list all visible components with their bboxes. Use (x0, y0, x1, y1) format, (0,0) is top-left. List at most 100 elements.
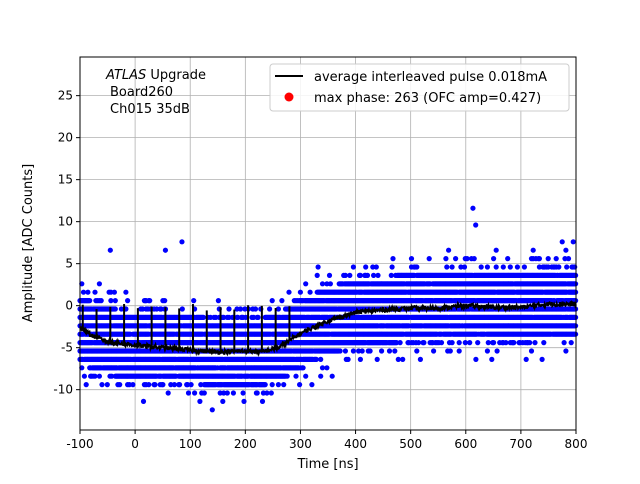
scatter-point (563, 348, 569, 354)
scatter-point (286, 289, 292, 295)
scatter-point (303, 373, 309, 379)
scatter-point (386, 348, 393, 354)
scatter-point (160, 382, 166, 388)
scatter-point (363, 264, 369, 270)
scatter-point (191, 298, 197, 304)
scatter-point (185, 390, 192, 396)
x-tick-label: 500 (399, 437, 422, 451)
scatter-point (200, 314, 206, 320)
scatter-point (125, 298, 131, 304)
scatter-point (565, 256, 572, 262)
scatter-point (293, 373, 299, 379)
scatter-point (447, 348, 453, 354)
scatter-point (226, 306, 232, 312)
y-axis-label: Amplitude [ADC Counts] (21, 164, 36, 322)
scatter-point (523, 356, 529, 362)
scatter-point (201, 390, 207, 396)
scatter-point (314, 272, 320, 278)
scatter-point (108, 298, 114, 304)
scatter-point (215, 298, 221, 304)
scatter-point (532, 340, 538, 346)
scatter-point (489, 356, 495, 362)
scatter-point (421, 340, 427, 346)
scatter-point (559, 239, 565, 245)
scatter-point (237, 306, 244, 312)
upgrade-label: Upgrade (146, 68, 206, 83)
scatter-point (171, 382, 177, 388)
scatter-point (255, 314, 261, 320)
scatter-point (111, 289, 117, 295)
scatter-point (568, 340, 574, 346)
scatter-point (318, 373, 324, 379)
scatter-point (279, 298, 285, 304)
scatter-point (443, 256, 449, 262)
scatter-point (390, 256, 396, 262)
scatter-point (367, 348, 373, 354)
scatter-point (491, 256, 497, 262)
scatter-point (99, 382, 105, 388)
legend-marker-icon (284, 92, 294, 102)
scatter-point (162, 298, 168, 304)
scatter-point (374, 356, 380, 362)
scatter-point (456, 348, 462, 354)
scatter-point (493, 264, 499, 270)
y-tick-label: 25 (58, 89, 73, 103)
scatter-point (570, 239, 576, 245)
scatter-point (177, 382, 183, 388)
scatter-point (350, 348, 356, 354)
scatter-point (147, 298, 153, 304)
scatter-point (297, 382, 303, 388)
scatter-point (521, 264, 528, 270)
scatter-point (545, 256, 551, 262)
scatter-point (221, 314, 227, 320)
scatter-series (77, 205, 579, 413)
scatter-point (345, 356, 351, 362)
annotation-line3: Ch015 35dB (110, 102, 190, 117)
scatter-point (528, 348, 535, 354)
scatter-point (426, 256, 432, 262)
scatter-point (379, 348, 385, 354)
scatter-point (92, 289, 98, 295)
scatter-point (478, 264, 484, 270)
scatter-point (337, 348, 343, 354)
scatter-point (539, 356, 545, 362)
scatter-point (364, 272, 371, 278)
scatter-point (87, 298, 93, 304)
scatter-point (307, 289, 313, 295)
scatter-point (493, 247, 499, 253)
scatter-point (449, 264, 455, 270)
scatter-point (359, 348, 365, 354)
scatter-point (446, 247, 452, 253)
scatter-point (417, 356, 423, 362)
scatter-point (221, 390, 227, 396)
scatter-point (123, 289, 129, 295)
scatter-point (444, 264, 450, 270)
scatter-point (252, 306, 259, 312)
scatter-point (561, 340, 567, 346)
scatter-point (315, 264, 321, 270)
scatter-point (329, 373, 335, 379)
scatter-point (118, 306, 124, 312)
scatter-point (96, 281, 102, 287)
scatter-point (130, 382, 136, 388)
scatter-point (494, 348, 500, 354)
x-tick-label: 800 (565, 437, 588, 451)
scatter-point (500, 264, 506, 270)
scatter-point (300, 365, 306, 371)
scatter-point (347, 272, 353, 278)
legend: average interleaved pulse 0.018mA max ph… (269, 63, 570, 112)
scatter-point (209, 407, 215, 413)
scatter-point (511, 340, 517, 346)
scatter-point (327, 281, 333, 287)
y-tick-label: 15 (58, 173, 73, 187)
scatter-point (267, 306, 273, 312)
legend-entry-average: average interleaved pulse 0.018mA (314, 70, 547, 85)
scatter-point (357, 356, 363, 362)
y-tick-label: 5 (65, 257, 73, 271)
scatter-point (264, 390, 270, 396)
scatter-point (505, 256, 511, 262)
scatter-point (85, 289, 91, 295)
y-tick-label: -5 (61, 341, 73, 355)
